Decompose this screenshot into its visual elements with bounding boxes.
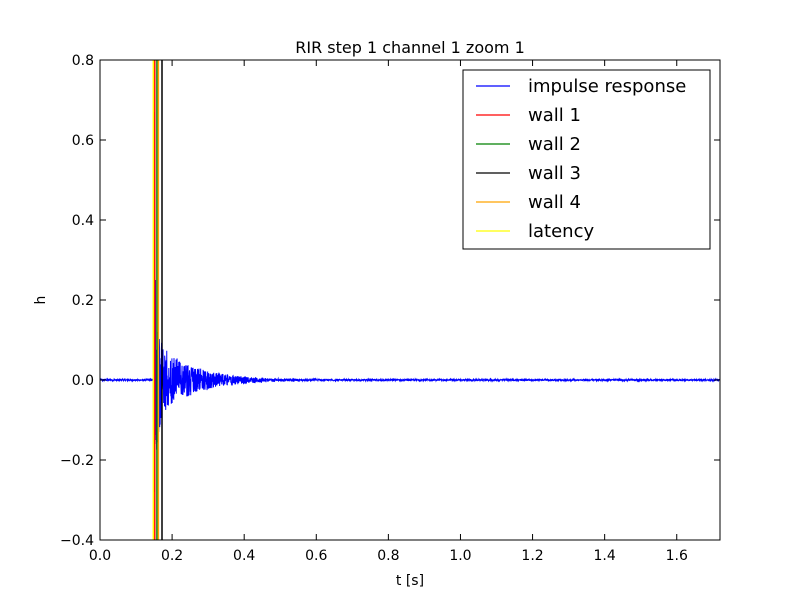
y-axis-label: h [33,296,49,305]
y-tick-label: −0.2 [60,453,94,469]
y-tick-label: 0.0 [72,373,94,389]
x-tick-label: 1.6 [666,548,688,564]
y-tick-label: 0.4 [72,213,94,229]
x-axis-label: t [s] [396,573,424,589]
plot-area [99,59,721,541]
legend-label: wall 2 [528,134,581,155]
y-tick-label: −0.4 [60,533,94,549]
legend-label: wall 1 [528,105,581,126]
legend-box [462,69,711,250]
legend-label: wall 4 [528,192,581,213]
y-tick-label: 0.6 [72,133,94,149]
x-tick-label: 0.0 [89,548,111,564]
y-tick-label: 0.8 [72,53,94,69]
legend-label: latency [528,221,594,242]
x-tick-label: 0.6 [305,548,327,564]
legend-label: impulse response [528,76,686,97]
y-axis: −0.4 −0.2 0.0 0.2 0.4 0.6 0.8 [60,53,720,549]
x-tick-label: 1.0 [449,548,471,564]
x-tick-label: 0.2 [161,548,183,564]
x-axis: 0.0 0.2 0.4 0.6 0.8 1.0 1.2 1.4 1.6 [89,60,688,564]
y-tick-label: 0.2 [72,293,94,309]
x-tick-label: 0.8 [377,548,399,564]
x-tick-label: 0.4 [233,548,255,564]
x-tick-label: 1.2 [521,548,543,564]
chart-title: RIR step 1 channel 1 zoom 1 [295,38,525,57]
x-tick-label: 1.4 [594,548,616,564]
legend-label: wall 3 [528,163,581,184]
legend: impulse response wall 1 wall 2 wall 3 wall 4… [462,69,711,250]
series-impulse-response [100,111,720,493]
